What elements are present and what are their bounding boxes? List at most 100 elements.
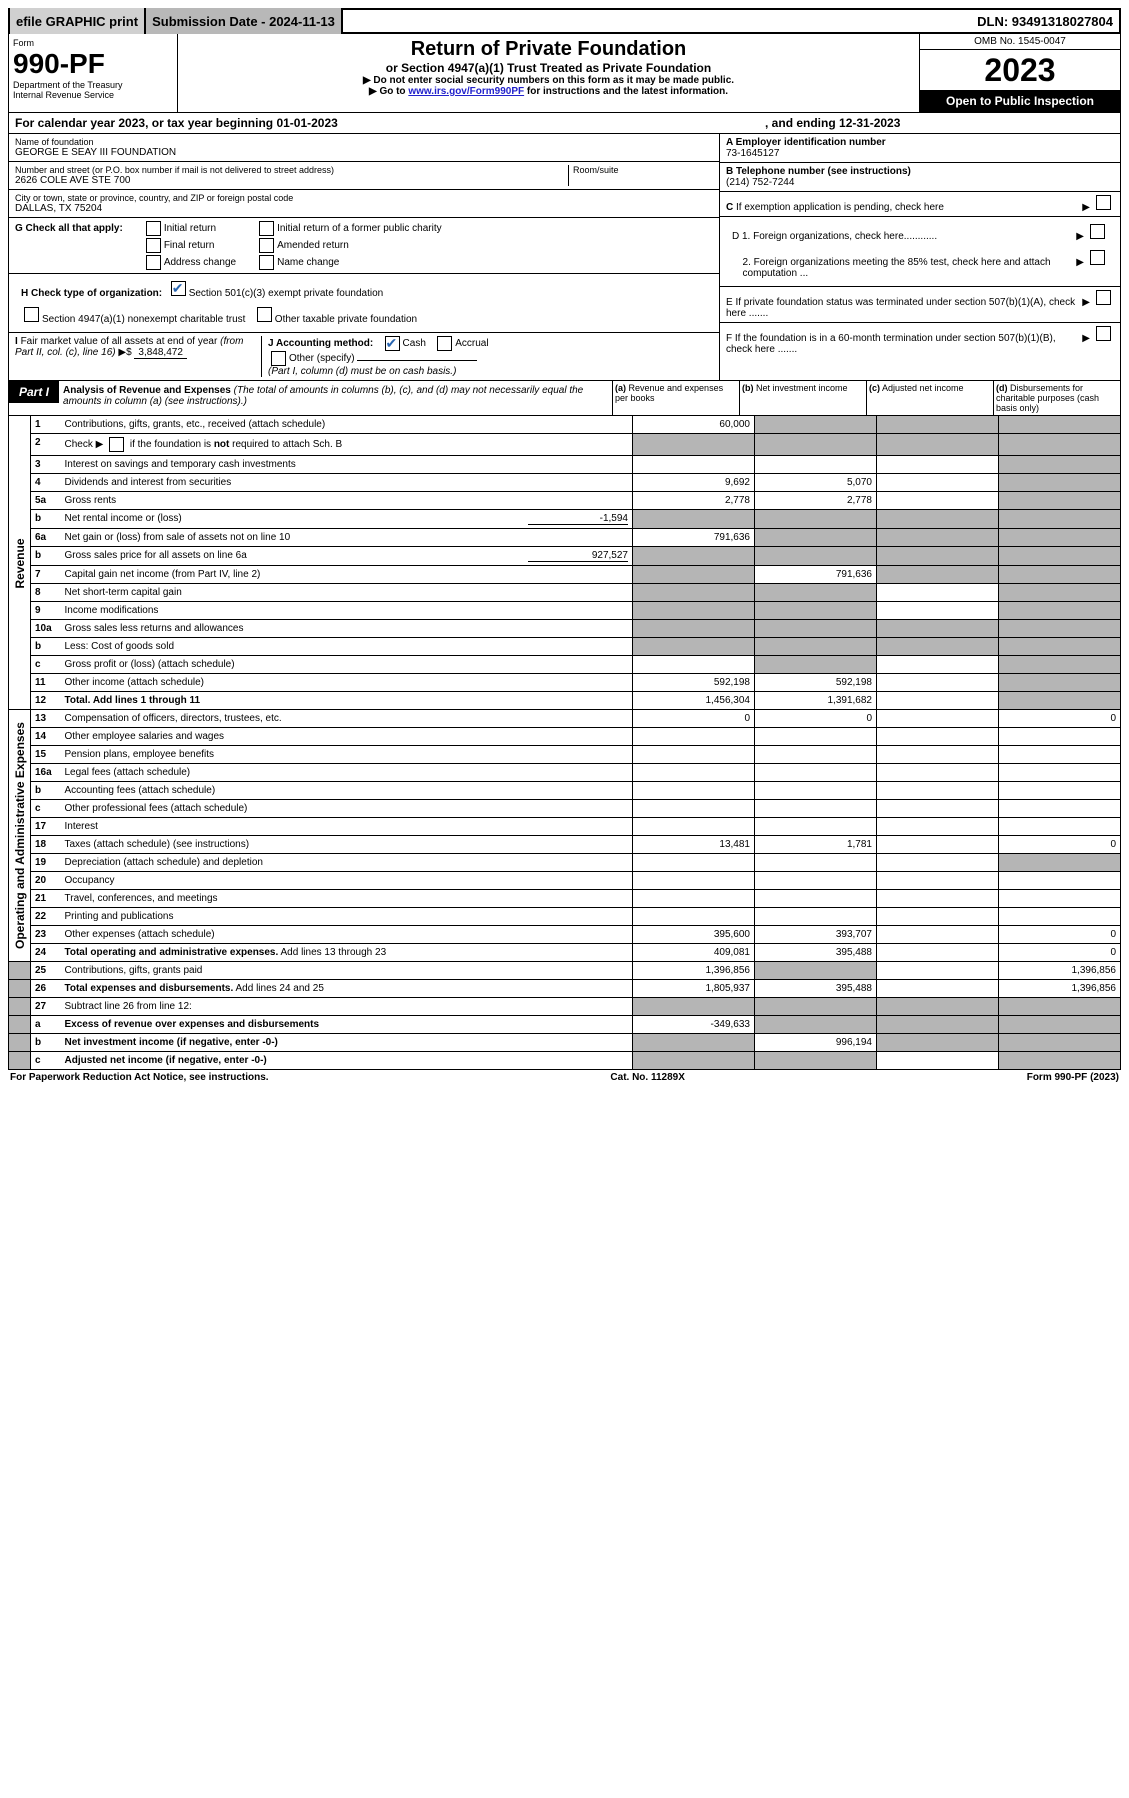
- part1-table: Revenue 1Contributions, gifts, grants, e…: [8, 416, 1121, 1070]
- city-label: City or town, state or province, country…: [15, 193, 713, 203]
- calendar-year-row: For calendar year 2023, or tax year begi…: [8, 113, 1121, 134]
- name-label: Name of foundation: [15, 137, 713, 147]
- h3: Other taxable private foundation: [275, 314, 417, 325]
- form-subtitle: or Section 4947(a)(1) Trust Treated as P…: [182, 61, 915, 75]
- ck-501c3[interactable]: [171, 281, 186, 296]
- h-label: H Check type of organization:: [21, 288, 162, 299]
- city-state-zip: DALLAS, TX 75204: [15, 203, 713, 214]
- phone: (214) 752-7244: [726, 177, 794, 188]
- ck-f[interactable]: [1096, 326, 1111, 341]
- line-24: Total operating and administrative expen…: [61, 944, 633, 962]
- line-12: Total. Add lines 1 through 11: [61, 692, 633, 710]
- dept-2: Internal Revenue Service: [13, 90, 173, 100]
- i-label: Fair market value of all assets at end o…: [15, 336, 243, 358]
- ein: 73-1645127: [726, 148, 779, 159]
- room-label: Room/suite: [573, 165, 713, 175]
- line-20: Occupancy: [61, 872, 633, 890]
- instructions-link[interactable]: www.irs.gov/Form990PF: [408, 86, 524, 97]
- ck-final-return[interactable]: [146, 238, 161, 253]
- ck-d1[interactable]: [1090, 224, 1105, 239]
- form-number: 990-PF: [13, 48, 173, 80]
- footer-left: For Paperwork Reduction Act Notice, see …: [10, 1072, 269, 1083]
- d2: 2. Foreign organizations meeting the 85%…: [743, 257, 1074, 279]
- line-19: Depreciation (attach schedule) and deple…: [61, 854, 633, 872]
- line-21: Travel, conferences, and meetings: [61, 890, 633, 908]
- col-d-header: (d) Disbursements for charitable purpose…: [993, 381, 1120, 415]
- f-label: F If the foundation is in a 60-month ter…: [726, 333, 1079, 355]
- side-revenue: Revenue: [9, 416, 31, 710]
- part1-title: Analysis of Revenue and Expenses: [63, 385, 231, 396]
- line-2: Check ▶ if the foundation is not require…: [61, 434, 633, 456]
- d1: D 1. Foreign organizations, check here..…: [732, 231, 937, 242]
- line-1: Contributions, gifts, grants, etc., rece…: [61, 416, 633, 434]
- foundation-name: GEORGE E SEAY III FOUNDATION: [15, 147, 713, 158]
- ck-address-change[interactable]: [146, 255, 161, 270]
- form-label: Form: [13, 38, 173, 48]
- ck-other-taxable[interactable]: [257, 307, 272, 322]
- side-expenses: Operating and Administrative Expenses: [9, 710, 31, 962]
- note-2-pre: ▶ Go to: [369, 86, 408, 97]
- ck-other-method[interactable]: [271, 351, 286, 366]
- h1: Section 501(c)(3) exempt private foundat…: [189, 288, 384, 299]
- line-11: Other income (attach schedule): [61, 674, 633, 692]
- note-2-post: for instructions and the latest informat…: [524, 86, 728, 97]
- ck-d2[interactable]: [1090, 250, 1105, 265]
- g-label: G Check all that apply:: [15, 223, 123, 234]
- dept-1: Department of the Treasury: [13, 80, 173, 90]
- line-26: Total expenses and disbursements. Add li…: [61, 980, 633, 998]
- ck-c[interactable]: [1096, 195, 1111, 210]
- col-b-header: (b) Net investment income: [739, 381, 866, 415]
- ck-4947a1[interactable]: [24, 307, 39, 322]
- ck-amended[interactable]: [259, 238, 274, 253]
- b-label: B Telephone number (see instructions): [726, 166, 911, 177]
- line-27: Subtract line 26 from line 12:: [61, 998, 633, 1016]
- form-title: Return of Private Foundation: [182, 38, 915, 61]
- open-inspection: Open to Public Inspection: [920, 90, 1120, 112]
- ck-sch-b[interactable]: [109, 437, 124, 452]
- ck-cash[interactable]: [385, 336, 400, 351]
- line-18: Taxes (attach schedule) (see instruction…: [61, 836, 633, 854]
- note-1: ▶ Do not enter social security numbers o…: [363, 75, 734, 86]
- line-14: Other employee salaries and wages: [61, 728, 633, 746]
- efile-label[interactable]: efile GRAPHIC print: [10, 8, 146, 34]
- line-23: Other expenses (attach schedule): [61, 926, 633, 944]
- j-note: (Part I, column (d) must be on cash basi…: [268, 366, 456, 377]
- col-c-header: (c) Adjusted net income: [866, 381, 993, 415]
- line-16b: Accounting fees (attach schedule): [61, 782, 633, 800]
- line-4: Dividends and interest from securities: [61, 474, 633, 492]
- line-27b: Net investment income (if negative, ente…: [61, 1034, 633, 1052]
- footer-form: Form 990-PF (2023): [1027, 1072, 1119, 1083]
- identification-block: Name of foundation GEORGE E SEAY III FOU…: [8, 134, 1121, 381]
- line-5b: Net rental income or (loss) -1,594: [61, 510, 633, 529]
- line-27a: Excess of revenue over expenses and disb…: [61, 1016, 633, 1034]
- line-10b: Less: Cost of goods sold: [61, 638, 633, 656]
- g-row: G Check all that apply: Initial return F…: [9, 218, 719, 274]
- ck-e[interactable]: [1096, 290, 1111, 305]
- cal-year-end: , and ending 12-31-2023: [765, 116, 900, 130]
- line-17: Interest: [61, 818, 633, 836]
- fmv-assets: 3,848,472: [134, 347, 187, 359]
- line-6a: Net gain or (loss) from sale of assets n…: [61, 529, 633, 547]
- line-10a: Gross sales less returns and allowances: [61, 620, 633, 638]
- cal-year-begin: For calendar year 2023, or tax year begi…: [15, 116, 338, 130]
- part1-badge: Part I: [9, 381, 59, 403]
- line-5a: Gross rents: [61, 492, 633, 510]
- line-13: Compensation of officers, directors, tru…: [61, 710, 633, 728]
- line-25: Contributions, gifts, grants paid: [61, 962, 633, 980]
- tax-year: 2023: [920, 50, 1120, 90]
- line-22: Printing and publications: [61, 908, 633, 926]
- j-label: J Accounting method:: [268, 338, 373, 349]
- ck-accrual[interactable]: [437, 336, 452, 351]
- a-label: A Employer identification number: [726, 137, 886, 148]
- ck-name-change[interactable]: [259, 255, 274, 270]
- line-10c: Gross profit or (loss) (attach schedule): [61, 656, 633, 674]
- col-a-header: (a) Revenue and expenses per books: [612, 381, 739, 415]
- form-header: Form 990-PF Department of the Treasury I…: [8, 34, 1121, 113]
- ck-initial-return[interactable]: [146, 221, 161, 236]
- part1-header: Part I Analysis of Revenue and Expenses …: [8, 381, 1121, 416]
- line-9: Income modifications: [61, 602, 633, 620]
- ck-initial-former[interactable]: [259, 221, 274, 236]
- line-15: Pension plans, employee benefits: [61, 746, 633, 764]
- omb-number: OMB No. 1545-0047: [920, 34, 1120, 50]
- line-7: Capital gain net income (from Part IV, l…: [61, 566, 633, 584]
